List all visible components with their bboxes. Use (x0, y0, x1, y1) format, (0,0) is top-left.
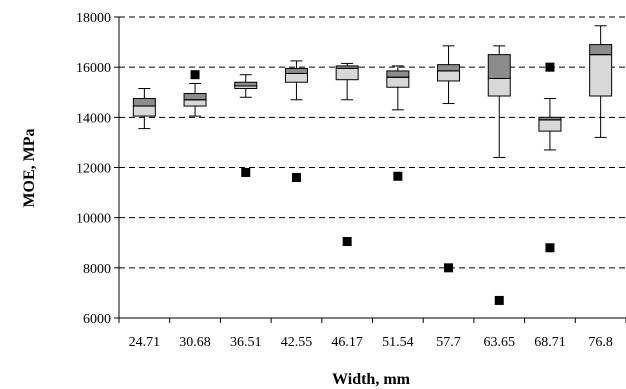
box-lower (284, 72, 308, 83)
y-tick-label: 18000 (76, 11, 111, 26)
box-68.71 (538, 98, 562, 151)
box-upper (487, 54, 511, 79)
box-lower (487, 77, 511, 97)
box-46.17 (335, 62, 359, 101)
box-lower (335, 67, 359, 81)
box-lower (437, 70, 461, 82)
outlier-point (342, 236, 352, 246)
outlier-point (545, 243, 555, 253)
x-tick-label: 30.68 (179, 335, 211, 350)
outlier-point (444, 263, 454, 273)
box-lower (183, 99, 207, 107)
box-36.51 (234, 74, 258, 98)
y-axis-title: MOE, MPa (21, 128, 38, 207)
axes: 6000 8000 10000 12000 14000 16000 18000 24.71 30… (76, 11, 626, 350)
box-upper (183, 93, 207, 101)
box-42.55 (284, 60, 308, 101)
outlier-point (241, 168, 251, 178)
box-lower (589, 54, 613, 97)
box-51.54 (386, 65, 410, 111)
outliers (190, 62, 555, 305)
outlier-point (291, 173, 301, 183)
box-upper (234, 81, 258, 87)
outlier-point (545, 62, 555, 72)
x-tick-label: 24.71 (129, 335, 161, 350)
x-tick-label: 76.8 (588, 335, 613, 350)
boxes (132, 25, 613, 158)
x-axis-title: Width, mm (332, 371, 411, 388)
x-tick-label: 42.55 (281, 335, 313, 350)
outlier-point (190, 70, 200, 80)
box-upper (437, 64, 461, 72)
box-76.8 (589, 25, 613, 138)
outlier-point (393, 171, 403, 181)
box-upper (132, 98, 156, 107)
x-tick-label: 63.65 (484, 335, 516, 350)
box-lower (538, 119, 562, 132)
box-57.7 (437, 45, 461, 105)
box-lower (386, 76, 410, 88)
box-upper (589, 44, 613, 56)
box-upper (386, 70, 410, 78)
x-tick-label: 68.71 (534, 335, 566, 350)
x-tick-label: 36.51 (230, 335, 262, 350)
y-tick-label: 8000 (83, 262, 111, 277)
box-upper (284, 67, 308, 74)
outlier-point (494, 295, 504, 305)
box-30.68 (183, 82, 207, 117)
y-tick-label: 10000 (76, 212, 111, 227)
x-tick-label: 46.17 (331, 335, 363, 350)
box-24.71 (132, 87, 156, 130)
y-tick-label: 16000 (76, 61, 111, 76)
x-tick-label: 51.54 (382, 335, 414, 350)
box-lower (132, 105, 156, 117)
y-tick-label: 6000 (83, 312, 111, 327)
x-tick-label: 57.7 (436, 335, 461, 350)
gridlines (119, 16, 626, 269)
box-63.65 (487, 45, 511, 158)
y-tick-label: 12000 (76, 162, 111, 177)
y-tick-label: 14000 (76, 111, 111, 126)
